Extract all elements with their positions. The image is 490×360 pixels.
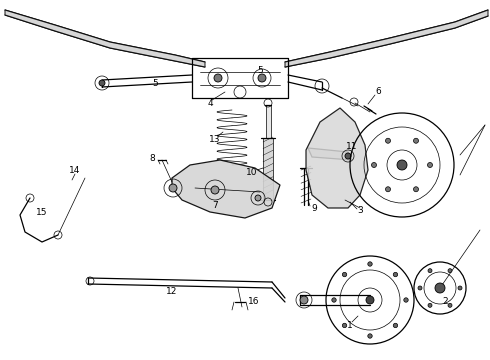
- Circle shape: [343, 273, 347, 277]
- Text: 15: 15: [36, 207, 48, 216]
- Polygon shape: [266, 105, 270, 138]
- Circle shape: [397, 160, 407, 170]
- Circle shape: [343, 323, 347, 328]
- Circle shape: [448, 303, 452, 307]
- Circle shape: [414, 138, 418, 143]
- Text: 6: 6: [375, 87, 381, 96]
- Circle shape: [435, 283, 445, 293]
- Circle shape: [368, 334, 372, 338]
- Circle shape: [404, 298, 408, 302]
- Polygon shape: [306, 108, 368, 208]
- Text: 4: 4: [207, 99, 213, 108]
- Circle shape: [169, 184, 177, 192]
- Circle shape: [393, 323, 398, 328]
- Polygon shape: [308, 148, 352, 160]
- Circle shape: [414, 187, 418, 192]
- Circle shape: [366, 296, 374, 304]
- Text: 12: 12: [166, 288, 178, 297]
- Circle shape: [214, 74, 222, 82]
- Circle shape: [255, 195, 261, 201]
- Text: 3: 3: [357, 206, 363, 215]
- Circle shape: [345, 153, 351, 159]
- Circle shape: [428, 269, 432, 273]
- Circle shape: [386, 187, 391, 192]
- Text: 8: 8: [149, 153, 155, 162]
- Circle shape: [428, 303, 432, 307]
- Circle shape: [448, 269, 452, 273]
- Text: 16: 16: [248, 297, 260, 306]
- Text: 5: 5: [152, 78, 158, 87]
- Text: 9: 9: [311, 203, 317, 212]
- Text: 2: 2: [442, 297, 448, 306]
- Polygon shape: [285, 10, 488, 67]
- Text: 14: 14: [69, 166, 81, 175]
- Circle shape: [300, 296, 308, 304]
- Circle shape: [332, 298, 336, 302]
- Text: 13: 13: [209, 135, 221, 144]
- Text: 1: 1: [347, 320, 353, 329]
- Circle shape: [427, 162, 433, 167]
- Text: 10: 10: [246, 167, 258, 176]
- Circle shape: [211, 186, 219, 194]
- Circle shape: [368, 262, 372, 266]
- Circle shape: [418, 286, 422, 290]
- Polygon shape: [5, 10, 205, 67]
- Text: 5: 5: [257, 66, 263, 75]
- Circle shape: [458, 286, 462, 290]
- Circle shape: [258, 74, 266, 82]
- Text: 7: 7: [212, 201, 218, 210]
- Text: 11: 11: [346, 141, 358, 150]
- Polygon shape: [263, 138, 273, 200]
- Circle shape: [393, 273, 398, 277]
- Circle shape: [99, 80, 105, 86]
- Circle shape: [386, 138, 391, 143]
- Polygon shape: [172, 160, 280, 218]
- Circle shape: [371, 162, 376, 167]
